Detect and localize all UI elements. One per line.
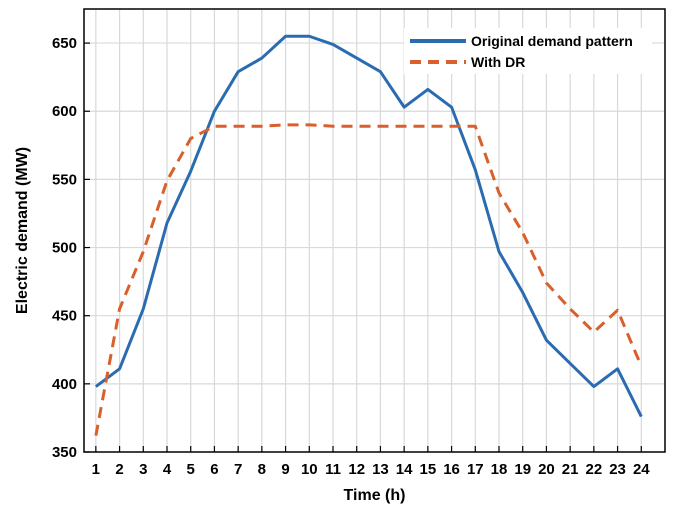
grid <box>84 9 665 452</box>
x-tick-label: 11 <box>325 461 341 478</box>
x-tick-label: 1 <box>92 461 100 478</box>
y-axis-title: Electric demand (MW) <box>14 147 31 314</box>
x-tick-label: 12 <box>348 461 365 478</box>
x-tick-label: 5 <box>187 461 195 478</box>
y-tick-label: 550 <box>52 171 77 188</box>
y-tick-label: 350 <box>52 444 77 461</box>
series-line-original <box>94 34 643 418</box>
legend-background <box>404 28 652 74</box>
x-tick-label: 9 <box>281 461 289 478</box>
y-axis-ticks: 350 400 450 500 550 600 650 <box>52 35 90 461</box>
x-tick-label: 19 <box>514 461 531 478</box>
x-tick-label: 2 <box>115 461 123 478</box>
y-tick-label: 500 <box>52 240 77 257</box>
y-tick-label: 450 <box>52 308 77 325</box>
y-tick-label: 400 <box>52 376 77 393</box>
y-tick-label: 600 <box>52 103 77 120</box>
x-tick-label: 18 <box>491 461 508 478</box>
x-tick-label: 4 <box>163 461 172 478</box>
x-tick-label: 20 <box>538 461 555 478</box>
x-tick-label: 23 <box>609 461 626 478</box>
x-tick-label: 21 <box>562 461 579 478</box>
legend-label-original: Original demand pattern <box>471 33 633 49</box>
x-axis-ticks: 1 2 3 4 5 6 7 8 9 10 11 12 13 14 15 16 17 18 19 20 21 22 23 24 <box>92 446 650 478</box>
x-tick-label: 13 <box>372 461 389 478</box>
x-tick-label: 22 <box>586 461 603 478</box>
x-tick-label: 7 <box>234 461 242 478</box>
x-tick-label: 15 <box>420 461 437 478</box>
x-tick-label: 10 <box>301 461 318 478</box>
y-tick-label: 650 <box>52 35 77 52</box>
x-tick-label: 16 <box>443 461 460 478</box>
x-tick-label: 24 <box>633 461 650 478</box>
x-axis-title: Time (h) <box>344 487 406 504</box>
legend: Original demand pattern With DR <box>404 28 652 74</box>
x-tick-label: 17 <box>467 461 484 478</box>
x-tick-label: 14 <box>396 461 413 478</box>
x-tick-label: 6 <box>210 461 218 478</box>
series-line-with-dr <box>94 123 643 436</box>
plot-frame <box>83 8 666 453</box>
legend-label-with-dr: With DR <box>471 54 525 70</box>
x-tick-label: 3 <box>139 461 147 478</box>
series-lines <box>94 34 643 436</box>
x-tick-label: 8 <box>258 461 266 478</box>
